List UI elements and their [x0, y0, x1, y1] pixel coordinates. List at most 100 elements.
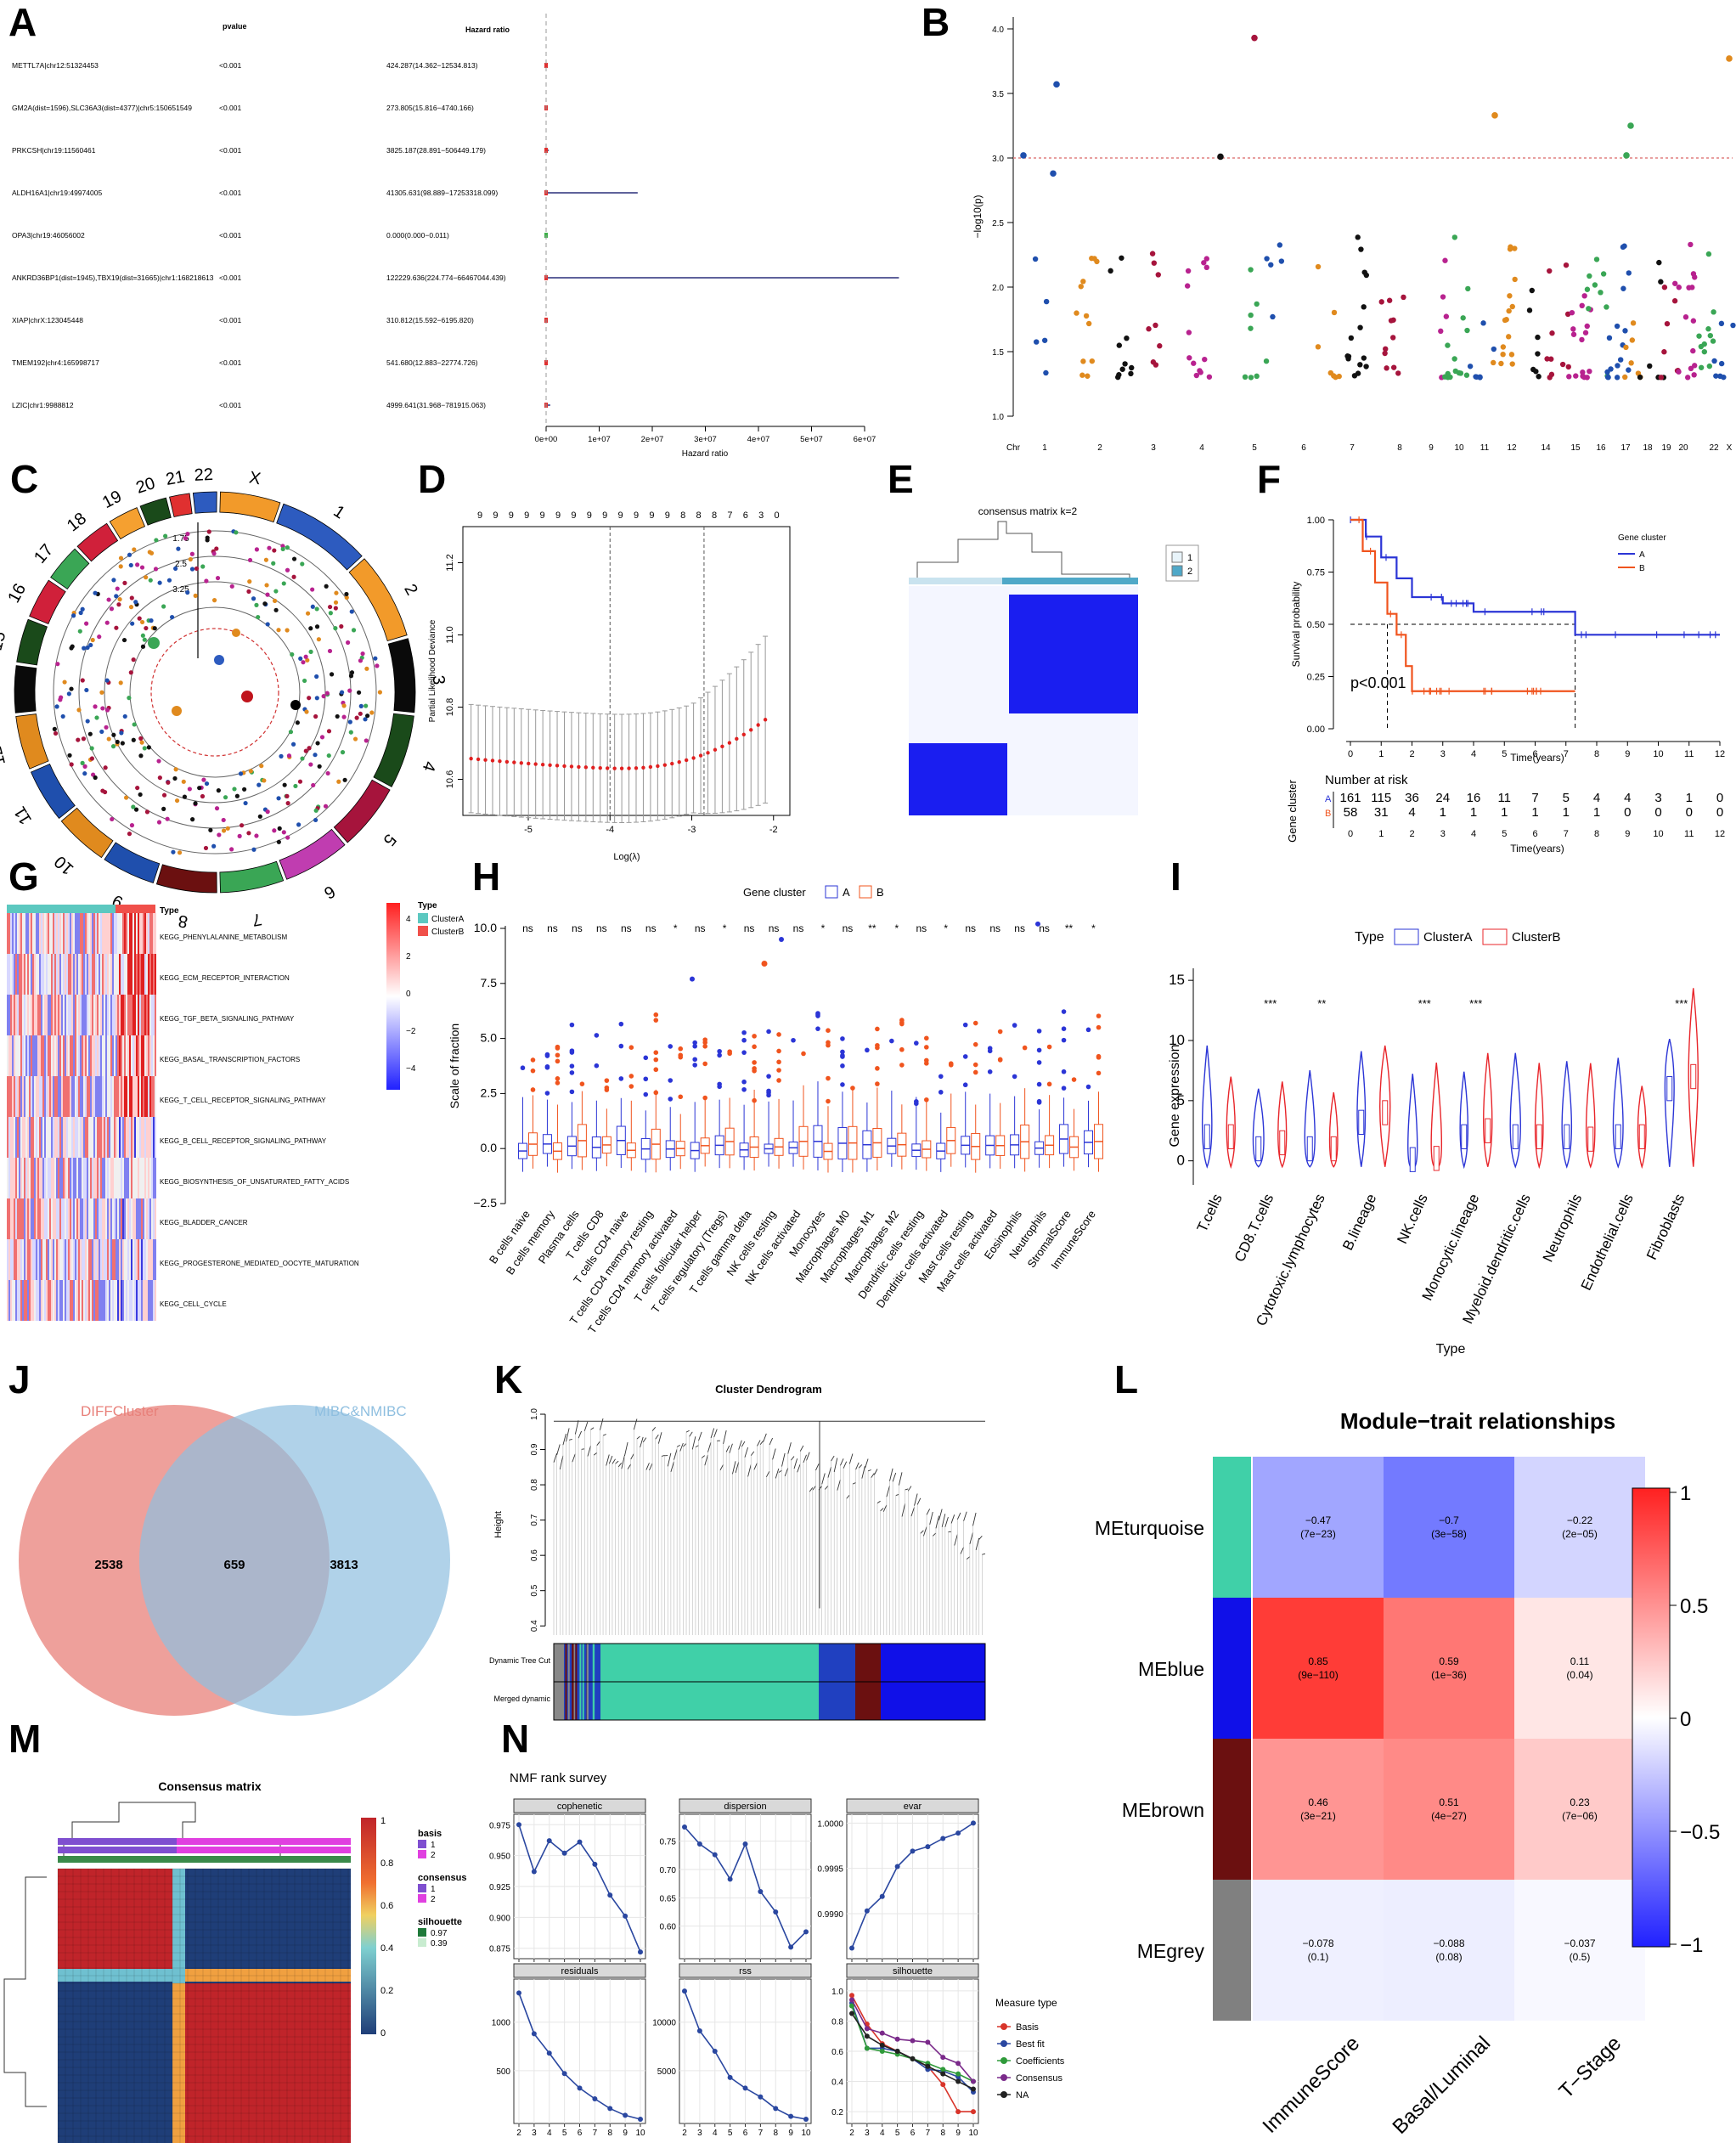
heatmap-cell: [44, 1035, 46, 1076]
snp-point: [290, 742, 296, 747]
snp-point: [131, 737, 136, 742]
dendrogram-branch: [627, 1463, 632, 1469]
heatmap-cell: [53, 1158, 54, 1198]
x-tick-label: -2: [769, 825, 778, 835]
deviance-point: [670, 761, 674, 766]
outlier-point: [544, 1091, 550, 1096]
heatmap-cell: [144, 1280, 146, 1321]
heatmap-cell: [31, 1239, 32, 1280]
snp-point: [52, 726, 57, 731]
heatmap-cell: [12, 1239, 14, 1280]
snp-point: [60, 713, 65, 719]
y-tick-label: 0.25: [1307, 673, 1325, 683]
snp-point: [375, 663, 380, 668]
outlier-point: [1036, 1060, 1042, 1065]
heatmap-cell: [20, 1198, 22, 1239]
heatmap-cell: [32, 1239, 34, 1280]
heatmap-cell: [117, 1117, 119, 1158]
heatmap-cell: [37, 1076, 39, 1117]
facet-strip: [513, 1963, 646, 1978]
p-value: p<0.001: [1350, 674, 1406, 691]
snp-point: [300, 756, 305, 761]
outlier-point: [924, 1061, 929, 1066]
y-axis-title: Height: [493, 1511, 504, 1538]
heatmap-cell: [87, 1076, 88, 1117]
snp-point: [85, 645, 90, 651]
snp-point: [174, 798, 180, 804]
heatmap-cell: [83, 1198, 85, 1239]
snp-point: [272, 828, 277, 833]
heatmap-cell: [99, 995, 100, 1035]
heatmap-cell: [109, 995, 110, 1035]
y-axis-title: Partial Likelihood Deviance: [428, 619, 437, 722]
x-tick-label: 9: [955, 2129, 961, 2138]
chromosome-label: 6: [320, 882, 338, 903]
snp-point: [324, 691, 330, 696]
heatmap-cell: [70, 1239, 71, 1280]
heatmap-cell: [24, 995, 25, 1035]
grid-ring: [53, 530, 377, 854]
heatmap-cell: [122, 1198, 124, 1239]
snp-point: [122, 713, 127, 719]
legend-box: [1394, 928, 1419, 945]
heatmap-cell: [59, 1239, 61, 1280]
trait-label: Basal/Luminal: [1389, 2032, 1496, 2139]
heatmap-cell: [149, 954, 151, 995]
snp-point: [291, 574, 296, 579]
heatmap-cell: [29, 954, 31, 995]
heatmap-cell: [99, 1280, 100, 1321]
y-tick-label: 0.65: [660, 1894, 677, 1903]
heatmap-cell: [151, 1198, 153, 1239]
snp-point: [1617, 357, 1624, 363]
violin-box: [1279, 1130, 1286, 1156]
heatmap-cell: [68, 1280, 70, 1321]
snp-point: [1569, 309, 1575, 316]
snp-point: [103, 765, 108, 770]
snp-point: [106, 736, 111, 742]
chromosome-label: 2: [400, 581, 421, 598]
heatmap-cell: [46, 1239, 48, 1280]
snp-point: [173, 767, 178, 772]
y-tick-label: 10: [1169, 1032, 1185, 1048]
outlier-point: [938, 1090, 944, 1095]
risk-count: 1: [1593, 805, 1600, 820]
legend-label: ClusterB: [1512, 930, 1561, 945]
heatmap-cell: [85, 1076, 87, 1117]
heatmap-cell: [80, 1035, 82, 1076]
snp-point: [310, 604, 315, 609]
heatmap-cell: [7, 1158, 8, 1198]
outlier-point: [1036, 1029, 1042, 1034]
chromosome-label: 5: [380, 830, 400, 849]
heatmap-cell: [110, 954, 112, 995]
df-label: 9: [540, 510, 545, 521]
heatmap-cell: [144, 1117, 146, 1158]
snp-point: [1544, 356, 1550, 362]
risk-count: 1: [1531, 805, 1538, 820]
module-color-bar: [1213, 1880, 1251, 2021]
correlation-value: 0.59: [1439, 1655, 1459, 1667]
legend-label: NA: [1016, 2090, 1029, 2101]
dendrogram-branch: [587, 1446, 591, 1457]
snp-point: [94, 715, 99, 720]
heatmap-cell: [7, 913, 8, 954]
x-tick-label: 6e+07: [854, 435, 876, 444]
heatmap-cell: [39, 913, 41, 954]
annotation-bar: [116, 905, 155, 913]
heatmap-cell: [107, 1239, 109, 1280]
snp-point: [115, 739, 120, 745]
heatmap-cell: [93, 1158, 95, 1198]
grid-ring: [78, 555, 352, 829]
heatmap-cell: [146, 995, 148, 1035]
chromosome-label: Chr: [1006, 443, 1021, 453]
dendrogram-branch: [910, 1507, 915, 1517]
snp-point: [364, 666, 369, 671]
snp-point: [1085, 320, 1092, 327]
heatmap-cell: [143, 1076, 144, 1117]
dendrogram-branch: [907, 1486, 912, 1492]
snp-point: [248, 769, 253, 774]
heatmap-cell: [54, 1198, 56, 1239]
snp-point: [257, 814, 262, 819]
snp-point: [1440, 294, 1446, 300]
heatmap-cell: [75, 1198, 76, 1239]
chromosome-segment: [348, 558, 408, 642]
